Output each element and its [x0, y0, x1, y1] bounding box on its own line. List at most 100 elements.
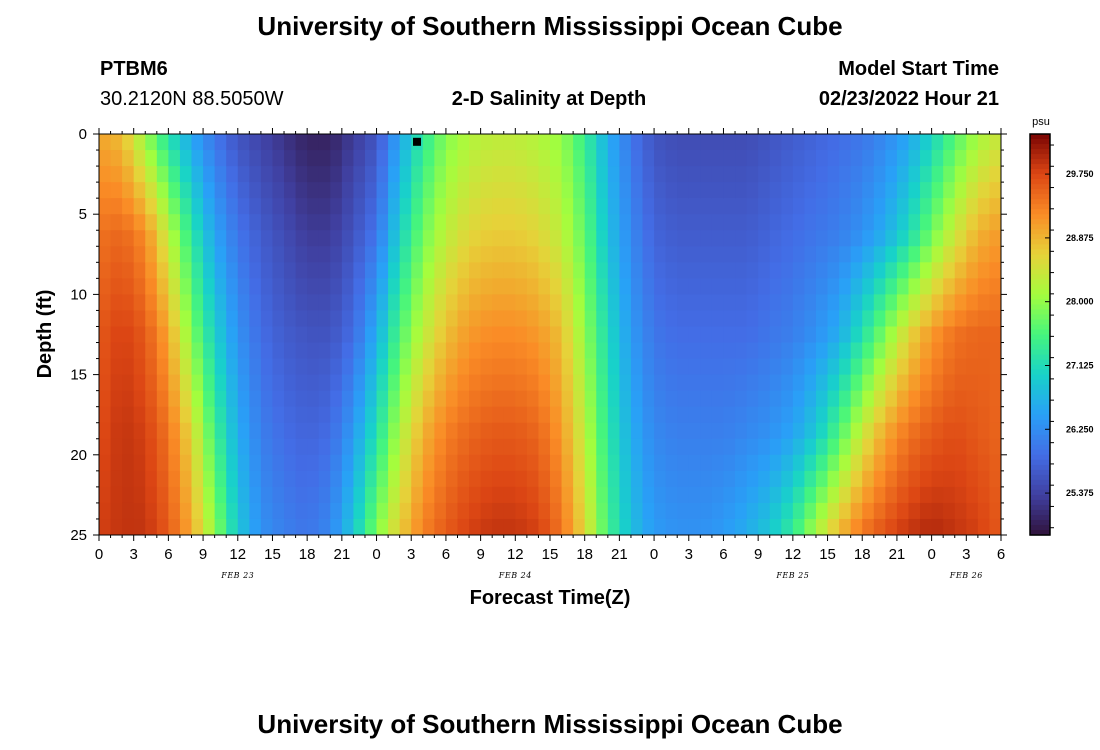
colorbar-segment: [1030, 209, 1050, 215]
heatmap-cell: [156, 230, 169, 247]
heatmap-cell: [99, 134, 112, 151]
heatmap-cell: [619, 326, 632, 344]
heatmap-cell: [920, 342, 933, 360]
heatmap-cell: [804, 438, 817, 456]
heatmap-cell: [122, 438, 135, 456]
heatmap-cell: [515, 166, 528, 183]
heatmap-cell: [885, 198, 898, 215]
heatmap-cell: [758, 518, 771, 535]
heatmap-cell: [630, 278, 644, 295]
heatmap-cell: [492, 374, 505, 392]
heatmap-cell: [122, 310, 135, 328]
heatmap-cell: [214, 134, 227, 151]
heatmap-cell: [573, 166, 586, 183]
heatmap-cell: [226, 214, 239, 231]
heatmap-cell: [815, 214, 829, 231]
heatmap-cell: [191, 150, 204, 167]
heatmap-cell: [307, 262, 320, 279]
heatmap-cell: [596, 166, 609, 183]
colorbar-segment: [1030, 504, 1050, 511]
heatmap-cell: [873, 198, 886, 215]
heatmap-cell: [341, 294, 355, 312]
heatmap-cell: [966, 150, 979, 167]
heatmap-cell: [272, 134, 285, 151]
heatmap-cell: [457, 134, 470, 151]
heatmap-cell: [781, 374, 794, 392]
heatmap-cell: [654, 214, 667, 231]
heatmap-cell: [688, 246, 701, 263]
heatmap-cell: [145, 310, 158, 328]
heatmap-cell: [538, 486, 551, 504]
heatmap-cell: [168, 486, 181, 504]
heatmap-cell: [862, 246, 875, 263]
heatmap-cell: [654, 486, 667, 504]
heatmap-cell: [896, 134, 910, 151]
heatmap-cell: [364, 134, 378, 151]
heatmap-cell: [515, 438, 528, 456]
heatmap-cell: [966, 166, 979, 183]
heatmap-cell: [711, 518, 725, 535]
colorbar-segment: [1030, 399, 1050, 406]
heatmap-cell: [156, 246, 169, 263]
heatmap-cell: [422, 246, 435, 263]
heatmap-cell: [492, 134, 505, 151]
heatmap-cell: [758, 310, 771, 328]
x-tick-label: 3: [130, 546, 138, 563]
heatmap-cell: [630, 342, 644, 360]
heatmap-cell: [168, 246, 181, 263]
heatmap-cell: [943, 262, 956, 279]
heatmap-cell: [711, 230, 725, 247]
heatmap-cell: [538, 358, 551, 376]
heatmap-cell: [99, 278, 112, 295]
heatmap-cell: [804, 198, 817, 215]
heatmap-cell: [954, 390, 967, 408]
heatmap-cell: [191, 262, 204, 279]
heatmap-cell: [307, 438, 320, 456]
heatmap-cell: [584, 374, 597, 392]
heatmap-cell: [249, 230, 262, 247]
heatmap-cell: [746, 246, 759, 263]
heatmap-cell: [989, 374, 1001, 392]
heatmap-cell: [179, 326, 193, 344]
heatmap-cell: [376, 150, 389, 167]
heatmap-cell: [573, 470, 586, 488]
colorbar-unit: psu: [1032, 116, 1050, 128]
heatmap-cell: [272, 390, 285, 408]
heatmap-cell: [145, 326, 158, 344]
heatmap-cell: [630, 166, 644, 183]
heatmap-cell: [700, 150, 713, 167]
heatmap-cell: [388, 438, 401, 456]
heatmap-cell: [735, 182, 748, 199]
heatmap-cell: [364, 214, 378, 231]
heatmap-cell: [445, 134, 459, 151]
heatmap-cell: [977, 214, 991, 231]
heatmap-cell: [341, 406, 355, 424]
heatmap-cell: [191, 134, 204, 151]
heatmap-cell: [677, 310, 690, 328]
heatmap-cell: [492, 310, 505, 328]
heatmap-cell: [133, 454, 146, 472]
heatmap-cell: [376, 470, 389, 488]
heatmap-cell: [503, 406, 516, 424]
heatmap-cell: [827, 214, 840, 231]
heatmap-cell: [364, 294, 378, 312]
heatmap-cell: [457, 182, 470, 199]
heatmap-cell: [168, 166, 181, 183]
heatmap-cell: [99, 198, 112, 215]
heatmap-cell: [399, 470, 412, 488]
heatmap-cell: [584, 246, 597, 263]
heatmap-cell: [480, 326, 493, 344]
heatmap-cell: [804, 134, 817, 151]
heatmap-cell: [272, 518, 285, 535]
heatmap-cell: [445, 150, 459, 167]
heatmap-cell: [781, 342, 794, 360]
heatmap-cell: [561, 166, 574, 183]
heatmap-cell: [596, 486, 609, 504]
heatmap-cell: [469, 406, 482, 424]
heatmap-cell: [746, 486, 759, 504]
heatmap-cell: [272, 262, 285, 279]
heatmap-cell: [954, 150, 967, 167]
heatmap-cell: [145, 374, 158, 392]
heatmap-cell: [538, 278, 551, 295]
x-tick-label: 6: [997, 546, 1005, 563]
